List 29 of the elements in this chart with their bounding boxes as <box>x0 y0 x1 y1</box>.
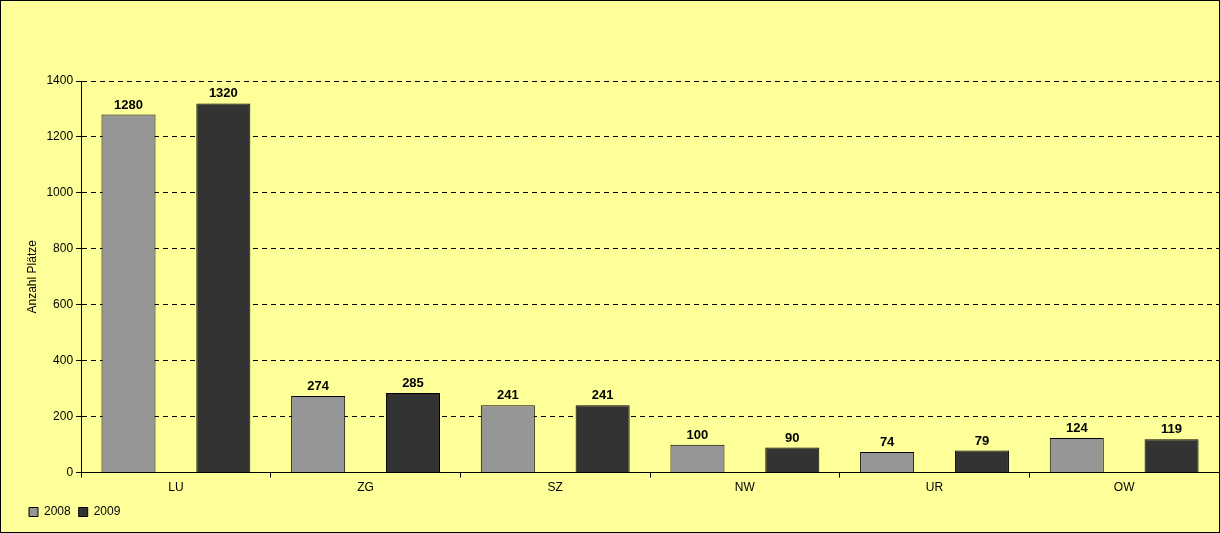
data-label: 274 <box>307 378 330 394</box>
data-label: 90 <box>785 429 800 445</box>
x-tick-label: OW <box>1113 480 1136 495</box>
y-tick-label: 200 <box>53 408 74 423</box>
data-label: 1280 <box>114 96 143 112</box>
data-label: 124 <box>1065 419 1089 435</box>
y-tick-label: 0 <box>66 464 74 479</box>
x-tick-label: LU <box>168 480 184 495</box>
legend-label: 2009 <box>93 504 121 519</box>
data-label: 1320 <box>208 85 238 101</box>
data-label: 241 <box>591 387 614 403</box>
y-tick-label: 400 <box>53 353 74 368</box>
x-tick-label: NW <box>734 480 756 495</box>
data-label: 285 <box>402 374 424 390</box>
data-label: 74 <box>879 433 896 449</box>
data-label: 100 <box>686 426 709 442</box>
y-tick-label: 1000 <box>46 185 74 200</box>
x-tick-label: ZG <box>357 480 374 495</box>
y-tick-label: 600 <box>53 297 74 312</box>
data-label: 79 <box>974 432 990 448</box>
y-tick-label: 1200 <box>46 129 74 144</box>
data-label: 119 <box>1161 421 1183 437</box>
x-tick-label: UR <box>925 480 944 495</box>
y-axis-title: Anzahl Plätze <box>24 239 39 314</box>
x-tick-label: SZ <box>547 480 563 495</box>
y-tick-label: 1400 <box>46 73 74 88</box>
legend-label: 2008 <box>44 504 72 519</box>
data-label: 241 <box>496 387 519 403</box>
y-tick-label: 800 <box>53 241 74 256</box>
